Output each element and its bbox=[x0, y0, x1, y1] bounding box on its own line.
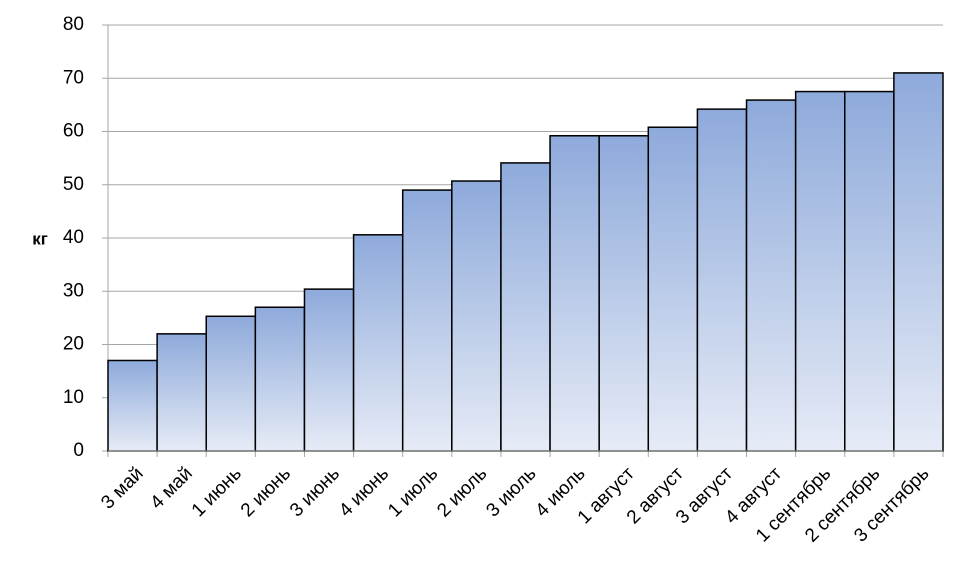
x-tick-label: 1 июнь bbox=[188, 463, 246, 521]
y-tick-label: 30 bbox=[63, 280, 84, 301]
x-tick-label: 3 июнь bbox=[286, 463, 344, 521]
x-tick-label: 4 июнь bbox=[335, 463, 393, 521]
y-tick-label: 50 bbox=[63, 174, 84, 195]
bar bbox=[107, 359, 158, 452]
x-tick-label: 1 июль bbox=[384, 463, 442, 521]
y-tick-label: 10 bbox=[63, 387, 84, 408]
y-tick-label: 20 bbox=[63, 334, 84, 355]
bar bbox=[303, 288, 355, 452]
bar bbox=[352, 234, 404, 452]
bar bbox=[696, 108, 748, 452]
bar bbox=[844, 90, 895, 452]
bar bbox=[451, 180, 502, 452]
x-tick-label: 3 июль bbox=[482, 463, 540, 521]
bar bbox=[205, 315, 257, 452]
y-tick-label: 0 bbox=[73, 440, 84, 461]
bar bbox=[598, 135, 650, 452]
bar bbox=[156, 333, 207, 452]
x-tick-label: 2 июнь bbox=[237, 463, 295, 521]
y-tick-label: 40 bbox=[63, 227, 84, 248]
y-tick-label: 80 bbox=[63, 14, 84, 35]
x-tick-label: 2 июль bbox=[433, 463, 491, 521]
bar bbox=[254, 306, 306, 452]
y-axis-label: кг bbox=[32, 229, 48, 248]
y-tick-label: 60 bbox=[63, 121, 84, 142]
bar bbox=[647, 126, 699, 452]
bar bbox=[794, 90, 846, 452]
bar bbox=[745, 99, 797, 452]
x-tick-label: 3 май bbox=[97, 463, 147, 513]
bar bbox=[500, 162, 551, 452]
bar bbox=[893, 72, 944, 452]
bar bbox=[401, 189, 453, 452]
bar bbox=[549, 135, 600, 452]
y-tick-label: 70 bbox=[63, 67, 84, 88]
